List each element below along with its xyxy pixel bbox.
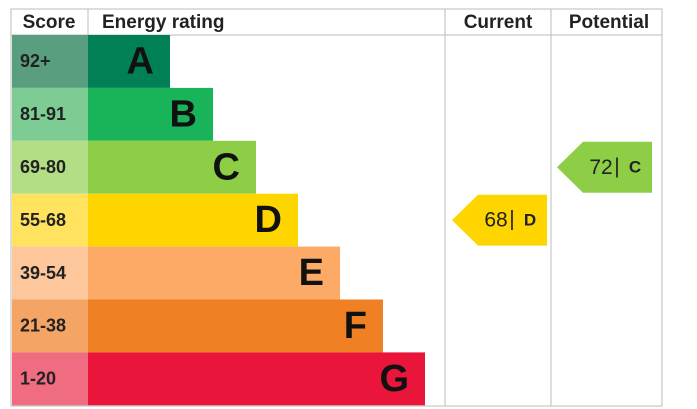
score-range: 55-68 bbox=[20, 210, 66, 230]
score-range: 81-91 bbox=[20, 104, 66, 124]
current-arrow bbox=[452, 194, 547, 246]
header-current: Current bbox=[464, 12, 533, 33]
potential-letter: C bbox=[629, 158, 641, 177]
score-cell bbox=[12, 299, 88, 353]
score-range: 39-54 bbox=[20, 263, 66, 283]
potential-separator: | bbox=[614, 155, 619, 178]
score-cell bbox=[12, 35, 88, 88]
header-rating: Energy rating bbox=[102, 12, 224, 33]
rating-bar bbox=[88, 299, 383, 353]
band-letter: E bbox=[299, 252, 324, 294]
score-cell bbox=[12, 352, 88, 406]
score-cell bbox=[12, 193, 88, 247]
rating-bar bbox=[88, 246, 340, 300]
frame bbox=[10, 8, 663, 407]
band-letter: A bbox=[127, 40, 154, 82]
header-potential: Potential bbox=[569, 12, 649, 33]
band-letter: D bbox=[255, 199, 282, 241]
current-separator: | bbox=[509, 208, 514, 231]
band-letter: G bbox=[379, 358, 409, 400]
score-cell bbox=[12, 246, 88, 300]
band-letter: B bbox=[170, 93, 197, 135]
rating-bar bbox=[88, 35, 170, 88]
score-range: 69-80 bbox=[20, 157, 66, 177]
score-cell bbox=[12, 87, 88, 141]
band-letter: F bbox=[344, 305, 367, 347]
header-score: Score bbox=[23, 12, 76, 33]
score-range: 21-38 bbox=[20, 316, 66, 336]
current-value: 68 bbox=[484, 209, 507, 232]
score-range: 1-20 bbox=[20, 369, 56, 389]
current-letter: D bbox=[524, 211, 536, 230]
rating-bar bbox=[88, 352, 425, 406]
rating-bar bbox=[88, 193, 298, 247]
band-letter: C bbox=[213, 146, 240, 188]
rating-bar bbox=[88, 87, 213, 141]
rating-bar bbox=[88, 140, 256, 194]
potential-value: 72 bbox=[589, 156, 612, 179]
score-cell bbox=[12, 140, 88, 194]
score-range: 92+ bbox=[20, 51, 51, 71]
potential-arrow bbox=[557, 141, 652, 193]
